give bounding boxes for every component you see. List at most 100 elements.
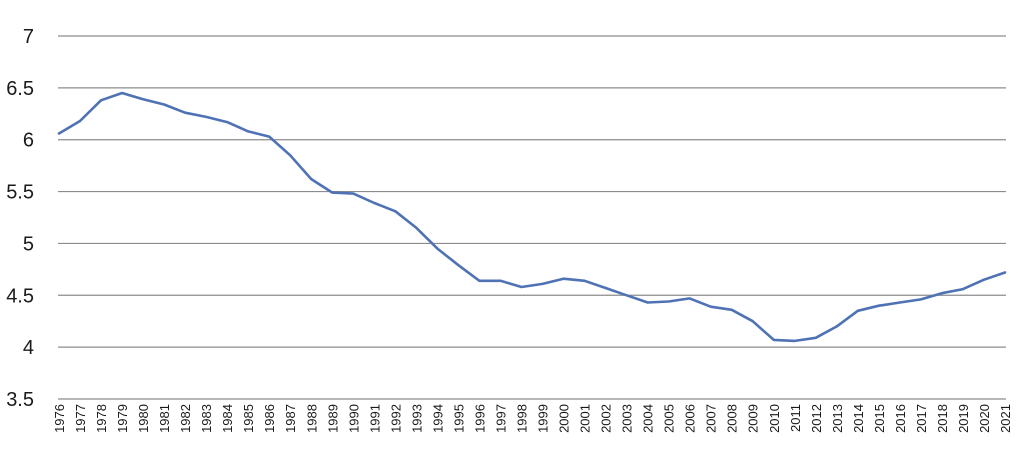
data-point	[289, 154, 292, 157]
data-point	[205, 115, 208, 118]
data-point	[184, 111, 187, 114]
data-point	[478, 279, 481, 282]
data-point	[667, 300, 670, 303]
x-tick-label: 1994	[430, 404, 445, 433]
x-tick-label: 1995	[451, 404, 466, 433]
data-point	[415, 226, 418, 229]
x-tick-label: 1998	[514, 404, 529, 433]
x-tick-label: 2003	[620, 404, 635, 433]
x-tick-label: 2000	[557, 404, 572, 433]
y-tick-label: 5	[23, 233, 34, 255]
y-tick-label: 4	[23, 337, 34, 359]
x-tick-label: 2015	[872, 404, 887, 433]
x-axis-tick-labels: 1976 1977 1978 1979 1980 1981 1982 1983 1984 1985…	[52, 404, 1013, 433]
data-point	[100, 99, 103, 102]
data-point	[646, 301, 649, 304]
data-point	[688, 297, 691, 300]
series-line	[57, 91, 1007, 343]
x-tick-label: 2006	[683, 404, 698, 433]
y-tick-label: 6	[23, 130, 34, 152]
data-point	[919, 298, 922, 301]
data-point	[793, 339, 796, 342]
data-point	[604, 287, 607, 290]
data-point	[226, 121, 229, 124]
y-tick-label: 7	[23, 26, 34, 48]
data-point	[541, 282, 544, 285]
data-point	[373, 201, 376, 204]
data-point	[898, 301, 901, 304]
data-point	[331, 191, 334, 194]
x-tick-label: 2018	[935, 404, 950, 433]
x-tick-label: 1978	[94, 404, 109, 433]
y-tick-label: 5.5	[6, 182, 34, 204]
x-tick-label: 1997	[493, 404, 508, 433]
data-point	[163, 103, 166, 106]
x-tick-label: 2021	[998, 404, 1013, 433]
x-tick-label: 1991	[367, 404, 382, 433]
x-tick-label: 1988	[304, 404, 319, 433]
x-tick-label: 1982	[178, 404, 193, 433]
gridlines	[58, 35, 1006, 400]
data-point	[814, 336, 817, 339]
x-tick-label: 2004	[641, 404, 656, 433]
y-tick-label: 6.5	[6, 78, 34, 100]
data-point	[835, 325, 838, 328]
x-tick-label: 1979	[115, 404, 130, 433]
data-point	[982, 278, 985, 281]
x-tick-label: 1986	[262, 404, 277, 433]
data-point	[79, 120, 82, 123]
data-point	[268, 135, 271, 138]
x-tick-label: 2001	[578, 404, 593, 433]
x-tick-label: 1977	[73, 404, 88, 433]
x-tick-label: 1976	[52, 404, 67, 433]
data-point	[247, 130, 250, 133]
x-tick-label: 2012	[809, 404, 824, 433]
x-tick-label: 2017	[914, 404, 929, 433]
x-tick-label: 2008	[725, 404, 740, 433]
x-tick-label: 2002	[599, 404, 614, 433]
data-point	[856, 309, 859, 312]
x-tick-label: 2005	[662, 404, 677, 433]
x-tick-label: 1985	[241, 404, 256, 433]
x-tick-label: 2016	[893, 404, 908, 433]
x-tick-label: 1989	[325, 404, 340, 433]
data-point	[1004, 271, 1006, 274]
y-tick-label: 3.5	[6, 389, 34, 411]
data-point	[961, 288, 964, 291]
x-tick-label: 2010	[767, 404, 782, 433]
x-tick-label: 1993	[409, 404, 424, 433]
x-tick-label: 1981	[157, 404, 172, 433]
data-point	[436, 247, 439, 250]
data-point	[751, 320, 754, 323]
x-tick-label: 1984	[220, 404, 235, 433]
y-tick-label: 4.5	[6, 285, 34, 307]
data-point	[121, 92, 124, 95]
data-point	[58, 132, 60, 135]
x-tick-label: 2013	[830, 404, 845, 433]
x-tick-label: 2011	[788, 404, 803, 432]
x-tick-label: 1990	[346, 404, 361, 433]
data-point	[877, 304, 880, 307]
y-axis-tick-labels: 3.5 4 4.5 5 5.5 6 6.5 7	[6, 26, 34, 411]
data-point	[583, 279, 586, 282]
x-tick-label: 1992	[388, 404, 403, 433]
data-point	[499, 279, 502, 282]
data-point	[625, 294, 628, 297]
x-tick-label: 1996	[472, 404, 487, 433]
data-point	[520, 285, 523, 288]
x-tick-label: 2007	[704, 404, 719, 433]
data-point	[394, 210, 397, 213]
x-tick-label: 2009	[746, 404, 761, 433]
x-tick-label: 1980	[136, 404, 151, 433]
data-point	[457, 264, 460, 267]
x-tick-label: 1987	[283, 404, 298, 433]
x-tick-label: 1983	[199, 404, 214, 433]
data-point	[772, 338, 775, 341]
data-point	[940, 292, 943, 295]
data-point	[562, 277, 565, 280]
series-lines	[57, 91, 1007, 343]
x-tick-label: 2014	[851, 404, 866, 433]
data-point	[352, 192, 355, 195]
